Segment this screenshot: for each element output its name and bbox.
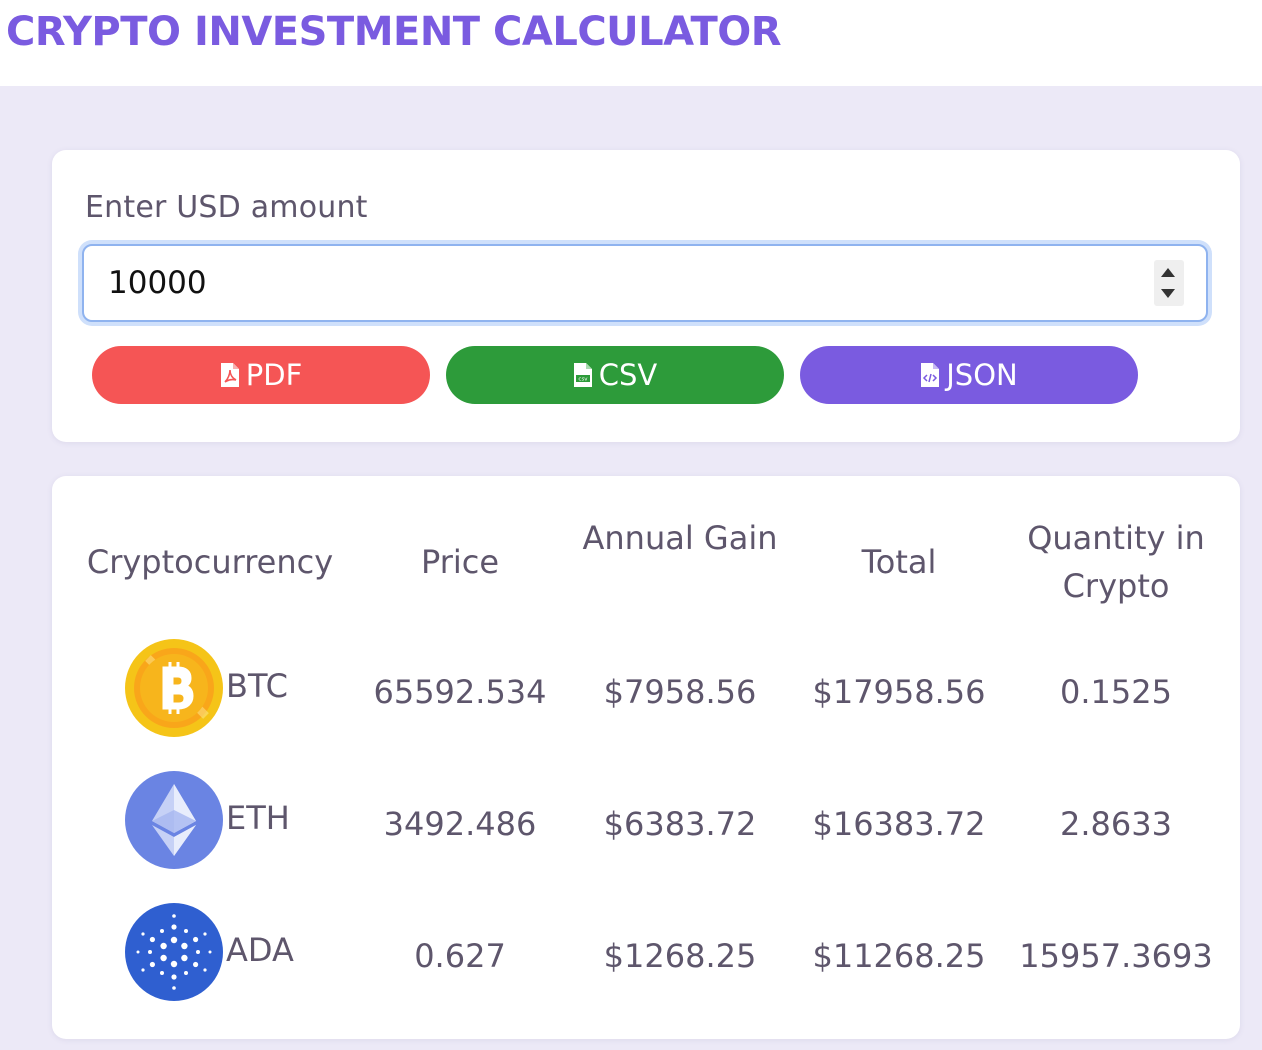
pdf-file-icon [220, 363, 239, 387]
cardano-icon [125, 903, 223, 1001]
results-table: Cryptocurrency Price Annual Gain Total Q… [52, 476, 1240, 1039]
export-json-label: JSON [946, 358, 1018, 392]
price-cell: 0.627 [414, 937, 506, 975]
app-title: CRYPTO INVESTMENT CALCULATOR [6, 9, 782, 55]
quantity-cell: 15957.3693 [1019, 937, 1213, 975]
csv-file-icon: csv [573, 363, 592, 387]
main-area: Enter USD amount PDF csv CSV [0, 86, 1262, 1050]
price-cell: 3492.486 [383, 805, 537, 843]
total-cell: $16383.72 [812, 805, 986, 843]
stepper-down-icon[interactable] [1161, 289, 1175, 298]
total-cell: $17958.56 [812, 673, 986, 711]
ethereum-icon [125, 771, 223, 869]
amount-stepper[interactable] [1154, 260, 1184, 306]
total-cell: $11268.25 [812, 937, 986, 975]
stepper-up-icon[interactable] [1161, 268, 1175, 277]
crypto-symbol: ETH [226, 799, 290, 837]
price-cell: 65592.534 [373, 673, 547, 711]
export-json-button[interactable]: JSON [800, 346, 1138, 404]
usd-amount-input[interactable] [84, 246, 1144, 320]
amount-field [82, 244, 1208, 322]
annual-gain-cell: $7958.56 [603, 673, 757, 711]
header-annual-gain: Annual Gain [582, 519, 778, 557]
header-total: Total [861, 543, 937, 581]
input-card: Enter USD amount PDF csv CSV [52, 150, 1240, 442]
svg-text:csv: csv [578, 377, 588, 383]
annual-gain-cell: $6383.72 [603, 805, 757, 843]
export-pdf-label: PDF [245, 358, 303, 392]
crypto-symbol: BTC [226, 667, 288, 705]
amount-label: Enter USD amount [85, 190, 368, 225]
annual-gain-cell: $1268.25 [603, 937, 757, 975]
quantity-cell: 0.1525 [1060, 673, 1172, 711]
header-cryptocurrency: Cryptocurrency [86, 543, 334, 581]
header-price: Price [420, 543, 500, 581]
code-file-icon [921, 363, 940, 387]
crypto-symbol: ADA [226, 931, 294, 969]
export-csv-label: CSV [598, 358, 658, 392]
export-pdf-button[interactable]: PDF [92, 346, 430, 404]
bitcoin-icon [125, 639, 223, 737]
quantity-cell: 2.8633 [1060, 805, 1172, 843]
export-csv-button[interactable]: csv CSV [446, 346, 784, 404]
header-quantity: Quantity in Crypto [1027, 519, 1205, 605]
